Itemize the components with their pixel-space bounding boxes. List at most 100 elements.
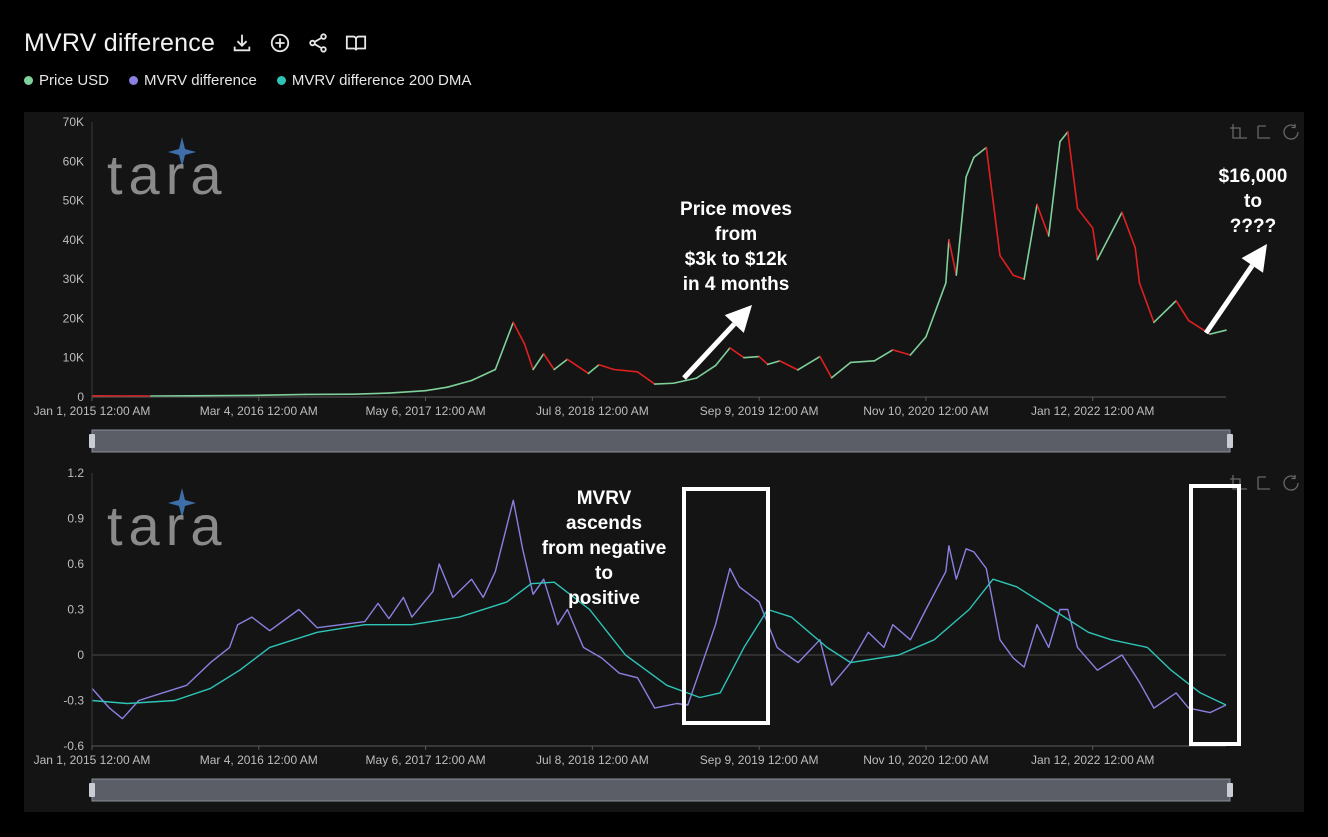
watermark-text: tara xyxy=(107,494,228,557)
price-segment xyxy=(523,343,534,371)
price-segment xyxy=(1091,227,1099,261)
star-icon xyxy=(168,137,196,167)
price-segment xyxy=(566,358,590,375)
slider-handle-left[interactable] xyxy=(89,783,95,797)
price-segment xyxy=(1036,203,1050,237)
range-slider[interactable] xyxy=(91,429,1231,453)
range-slider[interactable] xyxy=(91,778,1231,802)
y-tick-label: 10K xyxy=(63,351,84,365)
y-tick-label: 1.2 xyxy=(67,466,84,480)
price-segment xyxy=(779,360,799,371)
price-segment xyxy=(766,360,781,366)
price-segment xyxy=(955,176,967,277)
price-segment xyxy=(973,146,988,159)
slider-handle-right[interactable] xyxy=(1227,434,1233,448)
x-tick-label: May 6, 2017 12:00 AM xyxy=(366,753,486,767)
x-tick-label: Sep 9, 2019 12:00 AM xyxy=(700,404,819,418)
star-icon xyxy=(168,488,196,518)
y-tick-label: 30K xyxy=(63,272,84,286)
restore-icon[interactable] xyxy=(1283,124,1299,140)
legend-item-price[interactable]: Price USD xyxy=(24,72,109,89)
price-move-annotation: $3k to $12k xyxy=(685,249,788,270)
price-segment xyxy=(1153,299,1177,324)
price-segment xyxy=(672,377,698,385)
price-segment xyxy=(1066,131,1079,210)
price-segment xyxy=(892,349,912,356)
x-tick-label: Jul 8, 2018 12:00 AM xyxy=(536,753,649,767)
mvrv-annotation: MVRV xyxy=(577,488,632,509)
x-tick-label: Mar 4, 2016 12:00 AM xyxy=(200,404,318,418)
price-segment xyxy=(636,371,656,385)
chart-panel: tara tara 0 10K 20K 30K 40K 50K 60K 70K Jan 1, 20… xyxy=(24,112,1304,812)
zoom-area-icon[interactable] xyxy=(1230,124,1247,139)
price-segment xyxy=(470,368,497,382)
arrow-head xyxy=(1241,244,1267,273)
future-annotation: ???? xyxy=(1230,216,1276,237)
y-tick-label: 70K xyxy=(63,115,84,129)
price-segment xyxy=(1175,299,1190,322)
price-segment xyxy=(598,363,615,371)
legend-swatch xyxy=(129,76,139,85)
add-circle-icon[interactable] xyxy=(267,30,293,56)
chart-header: MVRV difference xyxy=(24,26,369,60)
legend-swatch xyxy=(24,76,33,85)
zoom-reset-icon[interactable] xyxy=(1257,125,1270,139)
price-segment xyxy=(512,321,526,345)
price-segment xyxy=(849,360,876,364)
price-segment xyxy=(1076,207,1094,229)
price-segment xyxy=(925,282,947,338)
price-segment xyxy=(743,355,760,359)
y-tick-label: 0 xyxy=(77,390,84,404)
legend-swatch xyxy=(276,76,286,85)
x-tick-label: Jan 12, 2022 12:00 AM xyxy=(1031,404,1154,418)
x-tick-label: Jan 12, 2022 12:00 AM xyxy=(1031,753,1154,767)
price-segment xyxy=(1096,211,1123,261)
price-segment xyxy=(1059,131,1069,143)
y-tick-label: 50K xyxy=(63,194,84,208)
price-segment xyxy=(587,363,600,375)
legend-item-mvrv[interactable]: MVRV difference xyxy=(129,72,257,89)
legend-label: MVRV difference 200 DMA xyxy=(291,72,472,89)
mvrv-annotation: positive xyxy=(568,588,640,609)
future-annotation: to xyxy=(1244,191,1262,212)
y-tick-label: 0.6 xyxy=(67,557,84,571)
price-segment xyxy=(819,355,833,379)
x-tick-label: Sep 9, 2019 12:00 AM xyxy=(700,753,819,767)
zoom-reset-icon[interactable] xyxy=(1257,476,1270,490)
price-segment xyxy=(653,382,675,385)
price-segment xyxy=(796,355,821,371)
book-icon[interactable] xyxy=(343,30,369,56)
download-icon[interactable] xyxy=(229,30,255,56)
y-tick-label: 20K xyxy=(63,311,84,325)
x-tick-label: Jul 8, 2018 12:00 AM xyxy=(536,404,649,418)
price-segment xyxy=(873,349,894,362)
price-move-arrow xyxy=(682,305,752,380)
price-segment xyxy=(352,392,390,395)
future-annotation: $16,000 xyxy=(1219,166,1288,187)
chart-canvas: tara tara 0 10K 20K 30K 40K 50K 60K 70K Jan 1, 20… xyxy=(24,112,1304,812)
arrow-head xyxy=(724,305,752,333)
price-segment xyxy=(446,379,473,388)
y-tick-label: 0.3 xyxy=(67,603,84,617)
price-segment xyxy=(532,352,545,371)
slider-handle-left[interactable] xyxy=(89,434,95,448)
slider-handle-right[interactable] xyxy=(1227,783,1233,797)
mvrv-annotation: from negative xyxy=(542,538,667,559)
restore-icon[interactable] xyxy=(1283,475,1299,491)
mvrv-line xyxy=(91,499,1227,720)
legend-item-mvrv-dma[interactable]: MVRV difference 200 DMA xyxy=(276,72,472,89)
price-segment xyxy=(388,389,427,394)
price-segment xyxy=(830,361,852,379)
share-icon[interactable] xyxy=(305,30,331,56)
price-move-annotation: Price moves xyxy=(680,199,792,220)
price-segment xyxy=(948,239,958,277)
price-move-annotation: in 4 months xyxy=(683,274,790,295)
price-segment xyxy=(985,146,1001,257)
price-segment xyxy=(909,336,927,356)
price-segment xyxy=(612,368,639,373)
price-segment xyxy=(758,355,769,366)
page-title: MVRV difference xyxy=(24,28,216,57)
highlight-box-2019 xyxy=(682,487,770,725)
legend-label: MVRV difference xyxy=(144,72,257,89)
mvrv-dma-line xyxy=(91,578,1227,706)
